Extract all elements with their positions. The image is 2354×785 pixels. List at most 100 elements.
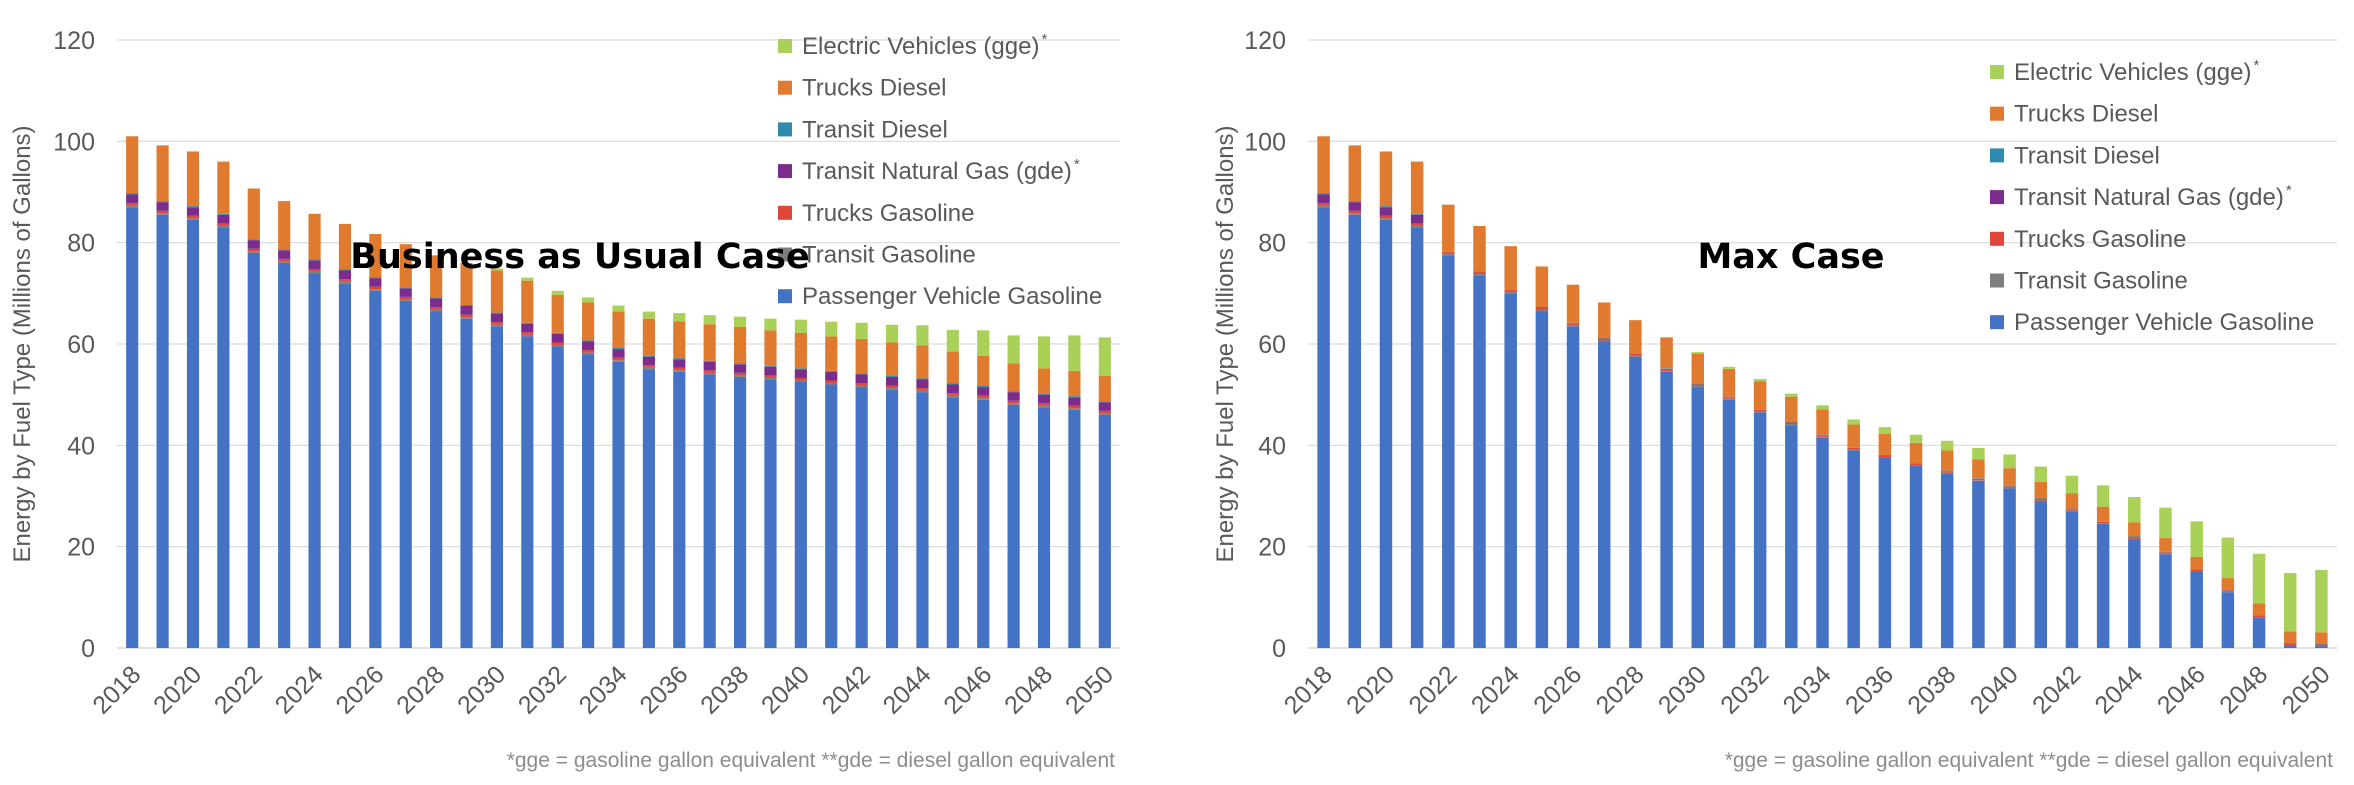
bar-segment-2023-2 xyxy=(278,258,291,262)
bar-segment-2043-1 xyxy=(885,388,899,390)
bar-segment-2047-0 xyxy=(1007,404,1020,648)
bar-segment-2040-3 xyxy=(794,369,807,378)
bar-segment-2025-1 xyxy=(338,281,352,284)
bar-segment-2019-3 xyxy=(156,202,169,211)
bar-segment-2044-2 xyxy=(916,388,929,391)
bar-segment-2032-2 xyxy=(551,342,564,346)
bar-segment-2044-5 xyxy=(2128,522,2141,537)
y-tick-label: 100 xyxy=(53,128,95,156)
bar-segment-2050-5 xyxy=(2315,632,2328,644)
bar-segment-2032-0 xyxy=(551,346,564,648)
bar-segment-2047-0 xyxy=(2221,592,2235,648)
bar-segment-2049-2 xyxy=(1068,405,1081,409)
bar-segment-2039-0 xyxy=(1972,480,1985,648)
bar-segment-2046-1 xyxy=(2190,571,2203,572)
bar-segment-2048-1 xyxy=(1037,405,1051,408)
bar-segment-2042-2 xyxy=(855,383,868,386)
bar-segment-2045-4 xyxy=(946,383,959,385)
bar-segment-2045-3 xyxy=(946,384,959,394)
bar-segment-2021-2 xyxy=(1410,223,1424,226)
bar-segment-2022-2 xyxy=(247,248,260,252)
bar-segment-2025-0 xyxy=(338,283,352,648)
bar-segment-2048-6 xyxy=(2252,553,2266,604)
bar-segment-2035-2 xyxy=(642,365,655,368)
bar-segment-2047-6 xyxy=(1007,335,1020,364)
bar-segment-2032-5 xyxy=(1753,381,1767,410)
x-tick-label: 2042 xyxy=(2027,660,2086,719)
bar-segment-2034-6 xyxy=(612,305,625,312)
legend-swatch xyxy=(1990,106,2004,121)
x-tick-label: 2032 xyxy=(1715,660,1774,719)
bar-segment-2045-2 xyxy=(2159,552,2172,554)
bar-segment-2036-5 xyxy=(673,321,686,359)
bar-segment-2044-4 xyxy=(2128,536,2141,538)
bar-segment-2037-0 xyxy=(703,374,716,648)
bar-segment-2026-0 xyxy=(1566,326,1580,648)
bar-segment-2031-5 xyxy=(521,280,534,323)
legend-swatch xyxy=(778,289,792,304)
bar-segment-2032-2 xyxy=(1753,409,1767,412)
bar-segment-2034-5 xyxy=(1816,409,1829,435)
bar-segment-2031-4 xyxy=(521,322,534,324)
bar-segment-2021-4 xyxy=(217,213,230,215)
bar-segment-2047-2 xyxy=(2221,590,2235,592)
bar-segment-2049-1 xyxy=(1068,408,1081,410)
footnote: *gge = gasoline gallon equivalent **gde … xyxy=(1725,749,2333,772)
bar-segment-2024-2 xyxy=(308,269,321,272)
bar-segment-2038-1 xyxy=(1940,472,1954,474)
bar-segment-2031-0 xyxy=(521,336,534,648)
bar-segment-2030-0 xyxy=(1691,387,1705,648)
y-tick-label: 80 xyxy=(67,230,95,258)
bar-segment-2019-1 xyxy=(1348,213,1362,215)
bar-segment-2050-0 xyxy=(1098,414,1111,648)
bar-segment-2045-1 xyxy=(946,395,959,398)
legend-swatch xyxy=(1990,190,2004,205)
bar-segment-2028-4 xyxy=(430,297,443,299)
bar-segment-2018-3 xyxy=(1317,194,1330,204)
bar-segment-2029-5 xyxy=(460,262,473,305)
bar-segment-2035-0 xyxy=(1847,450,1860,648)
legend-label: Transit Natural Gas (gde) xyxy=(2014,184,2284,211)
bar-segment-2044-6 xyxy=(2128,497,2141,523)
bar-segment-2035-5 xyxy=(1847,424,1860,448)
bar-segment-2029-0 xyxy=(1660,371,1673,648)
bar-segment-2044-0 xyxy=(916,392,929,648)
bar-segment-2048-4 xyxy=(2252,615,2266,616)
bar-segment-2042-4 xyxy=(2065,508,2079,510)
legend-swatch xyxy=(1990,273,2004,288)
bar-segment-2044-1 xyxy=(2128,538,2141,540)
bar-segment-2037-1 xyxy=(703,372,716,375)
bar-segment-2019-0 xyxy=(1348,214,1362,649)
bar-segment-2043-4 xyxy=(885,375,899,377)
bar-segment-2029-3 xyxy=(460,306,473,315)
bar-segment-2020-4 xyxy=(1379,206,1393,208)
bar-segment-2043-5 xyxy=(2096,506,2110,522)
x-tick-label: 2042 xyxy=(817,660,876,719)
bar-segment-2029-2 xyxy=(1660,368,1673,371)
bar-segment-2037-3 xyxy=(703,361,716,371)
bar-segment-2038-6 xyxy=(733,316,747,327)
bar-segment-2025-4 xyxy=(338,269,352,271)
bar-segment-2022-2 xyxy=(1442,251,1455,254)
bar-segment-2028-5 xyxy=(1629,320,1642,354)
bar-segment-2047-6 xyxy=(2221,537,2235,579)
bar-segment-2041-6 xyxy=(2034,466,2048,482)
bar-segment-2037-6 xyxy=(703,315,716,325)
bar-segment-2045-5 xyxy=(2159,538,2172,552)
bar-segment-2048-3 xyxy=(1037,394,1051,404)
bar-segment-2023-5 xyxy=(1473,225,1486,272)
bar-segment-2034-2 xyxy=(1816,435,1829,437)
bar-segment-2038-4 xyxy=(1940,470,1954,472)
bar-segment-2049-5 xyxy=(1068,370,1081,397)
bar-segment-2021-1 xyxy=(1410,225,1424,228)
bar-segment-2048-6 xyxy=(1037,336,1051,369)
bar-segment-2044-1 xyxy=(916,390,929,393)
bar-segment-2039-0 xyxy=(764,379,777,648)
bar-segment-2049-2 xyxy=(2283,643,2297,645)
bar-segment-2048-5 xyxy=(2252,603,2266,616)
bar-segment-2047-4 xyxy=(1007,391,1020,393)
bar-segment-2041-1 xyxy=(2034,500,2048,502)
bar-segment-2046-6 xyxy=(977,330,990,356)
bar-segment-2034-4 xyxy=(1816,434,1829,436)
bar-segment-2050-1 xyxy=(2315,645,2328,647)
